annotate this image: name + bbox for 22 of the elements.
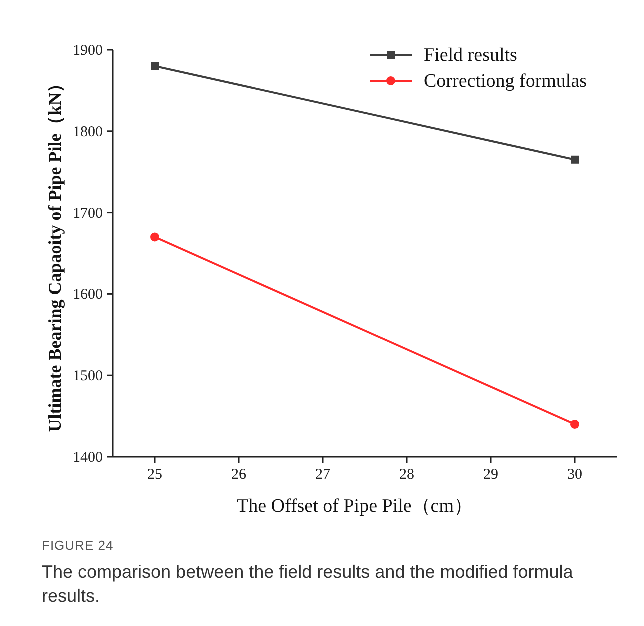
x-tick-label: 28 (400, 467, 414, 483)
legend-label: Field results (424, 45, 518, 66)
y-tick-label: 1500 (73, 368, 103, 385)
y-tick-label: 1600 (73, 287, 103, 304)
point (151, 62, 159, 70)
x-tick-label: 29 (484, 467, 498, 483)
caption: FIGURE 24 (42, 538, 114, 553)
y-tick-label: 1400 (73, 450, 103, 466)
point (150, 232, 160, 242)
y-axis-title: Ultimate Bearing Capaoity of Pipe Pile（kN） (45, 74, 65, 432)
text: The comparison between the field results and the modified formula results. (42, 561, 574, 608)
point (571, 156, 579, 164)
y-tick-label: 1900 (73, 43, 103, 59)
x-tick-label: 30 (568, 467, 582, 483)
x-tick-label: 26 (232, 467, 247, 483)
x-axis-title: The Offset of Pipe Pile（cm） (236, 496, 474, 517)
point (570, 420, 580, 429)
y-tick-label: 1800 (73, 124, 103, 140)
legend-label: Correctiong formulas (424, 71, 588, 92)
y-tick-label: 1700 (73, 206, 103, 222)
x-tick-label: 27 (316, 467, 331, 483)
x-tick-label: 25 (148, 467, 162, 483)
